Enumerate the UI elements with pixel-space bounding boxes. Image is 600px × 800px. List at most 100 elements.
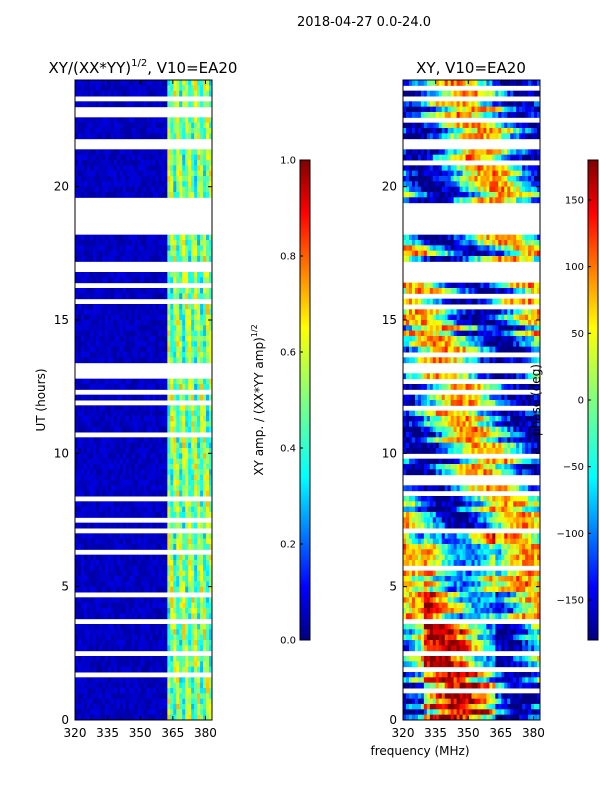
heatmap-cell: [92, 133, 97, 140]
heatmap-cell: [83, 661, 88, 668]
heatmap-cell: [77, 533, 82, 540]
heatmap-cell: [492, 170, 496, 177]
heatmap-cell: [507, 165, 511, 172]
heatmap-cell: [185, 426, 189, 433]
heatmap-cell: [89, 704, 94, 710]
heatmap-cell: [146, 645, 150, 652]
heatmap-cell: [86, 352, 91, 358]
heatmap-cell: [110, 682, 115, 689]
heatmap-cell: [149, 464, 153, 470]
heatmap-cell: [176, 304, 180, 310]
heatmap-cell: [525, 181, 529, 188]
heatmap-cell: [146, 533, 150, 540]
heatmap-cell: [125, 437, 130, 444]
heatmap-cell: [197, 634, 201, 641]
heatmap-cell: [89, 714, 94, 720]
heatmap-cell: [513, 197, 517, 204]
heatmap-cell: [143, 330, 147, 337]
heatmap-cell: [122, 336, 127, 342]
heatmap-cell: [146, 304, 150, 310]
heatmap-cell: [92, 597, 97, 604]
heatmap-cell: [149, 448, 153, 454]
heatmap-cell: [206, 240, 210, 246]
heatmap-cell: [122, 693, 127, 700]
heatmap-cell: [170, 149, 174, 156]
heatmap-cell: [537, 154, 540, 161]
heatmap-cell: [122, 581, 127, 588]
heatmap-cell: [167, 101, 171, 108]
heatmap-cell: [143, 181, 147, 188]
heatmap-cell: [75, 640, 79, 646]
heatmap-cell: [113, 320, 118, 326]
heatmap-cell: [86, 480, 91, 486]
heatmap-cell: [179, 378, 183, 385]
heatmap-cell: [95, 602, 100, 609]
heatmap-cell: [456, 176, 461, 182]
heatmap-cell: [77, 613, 82, 620]
heatmap-cell: [140, 426, 144, 433]
heatmap-cell: [206, 352, 210, 358]
heatmap-cell: [110, 90, 115, 97]
heatmap-cell: [75, 341, 79, 348]
heatmap-cell: [110, 506, 115, 513]
heatmap-cell: [131, 272, 136, 278]
heatmap-cell: [131, 325, 136, 332]
heatmap-cell: [474, 80, 478, 86]
heatmap-cell: [113, 474, 118, 481]
heatmap-cell: [501, 165, 505, 172]
heatmap-cell: [167, 85, 171, 92]
heatmap-cell: [167, 314, 171, 321]
heatmap-cell: [152, 448, 156, 454]
heatmap-cell: [170, 613, 174, 620]
heatmap-cell: [149, 170, 153, 177]
heatmap-cell: [128, 704, 133, 710]
heatmap-cell: [483, 186, 487, 193]
heatmap-cell: [137, 464, 142, 470]
heatmap-cell: [164, 645, 168, 652]
heatmap-cell: [89, 522, 94, 529]
heatmap-cell: [426, 181, 431, 188]
heatmap-cell: [465, 128, 470, 134]
heatmap-cell: [89, 608, 94, 614]
heatmap-cell: [152, 154, 156, 161]
heatmap-cell: [197, 629, 201, 636]
heatmap-cell: [80, 458, 85, 465]
heatmap-cell: [149, 512, 153, 518]
heatmap-cell: [197, 336, 201, 342]
heatmap-cell: [504, 128, 508, 134]
heatmap-cell: [101, 469, 106, 476]
heatmap-cell: [179, 565, 183, 572]
heatmap-cell: [131, 458, 136, 465]
heatmap-cell: [77, 624, 82, 630]
heatmap-cell: [149, 336, 153, 342]
heatmap-cell: [516, 80, 520, 86]
heatmap-cell: [444, 101, 449, 108]
heatmap-cell: [200, 709, 204, 716]
heatmap-cell: [86, 336, 91, 342]
heatmap-cell: [119, 256, 124, 262]
heatmap-cell: [137, 304, 142, 310]
heatmap-cell: [134, 80, 139, 86]
heatmap-cell: [86, 421, 91, 428]
heatmap-cell: [146, 186, 150, 193]
heatmap-cell: [122, 256, 127, 262]
heatmap-cell: [206, 597, 210, 604]
heatmap-cell: [188, 325, 192, 332]
heatmap-cell: [104, 704, 109, 710]
heatmap-cell: [194, 682, 198, 689]
heatmap-cell: [191, 506, 195, 513]
heatmap-cell: [155, 405, 159, 412]
heatmap-cell: [143, 506, 147, 513]
heatmap-cell: [447, 197, 452, 204]
heatmap-cell: [149, 288, 153, 294]
heatmap-cell: [134, 624, 139, 630]
heatmap-cell: [486, 122, 490, 129]
heatmap-cell: [92, 122, 97, 129]
heatmap-cell: [116, 565, 121, 572]
heatmap-cell: [131, 442, 136, 449]
heatmap-cell: [128, 544, 133, 550]
heatmap-cell: [161, 453, 165, 460]
heatmap-cell: [486, 112, 490, 118]
heatmap-cell: [167, 256, 171, 262]
heatmap-cell: [492, 149, 496, 156]
